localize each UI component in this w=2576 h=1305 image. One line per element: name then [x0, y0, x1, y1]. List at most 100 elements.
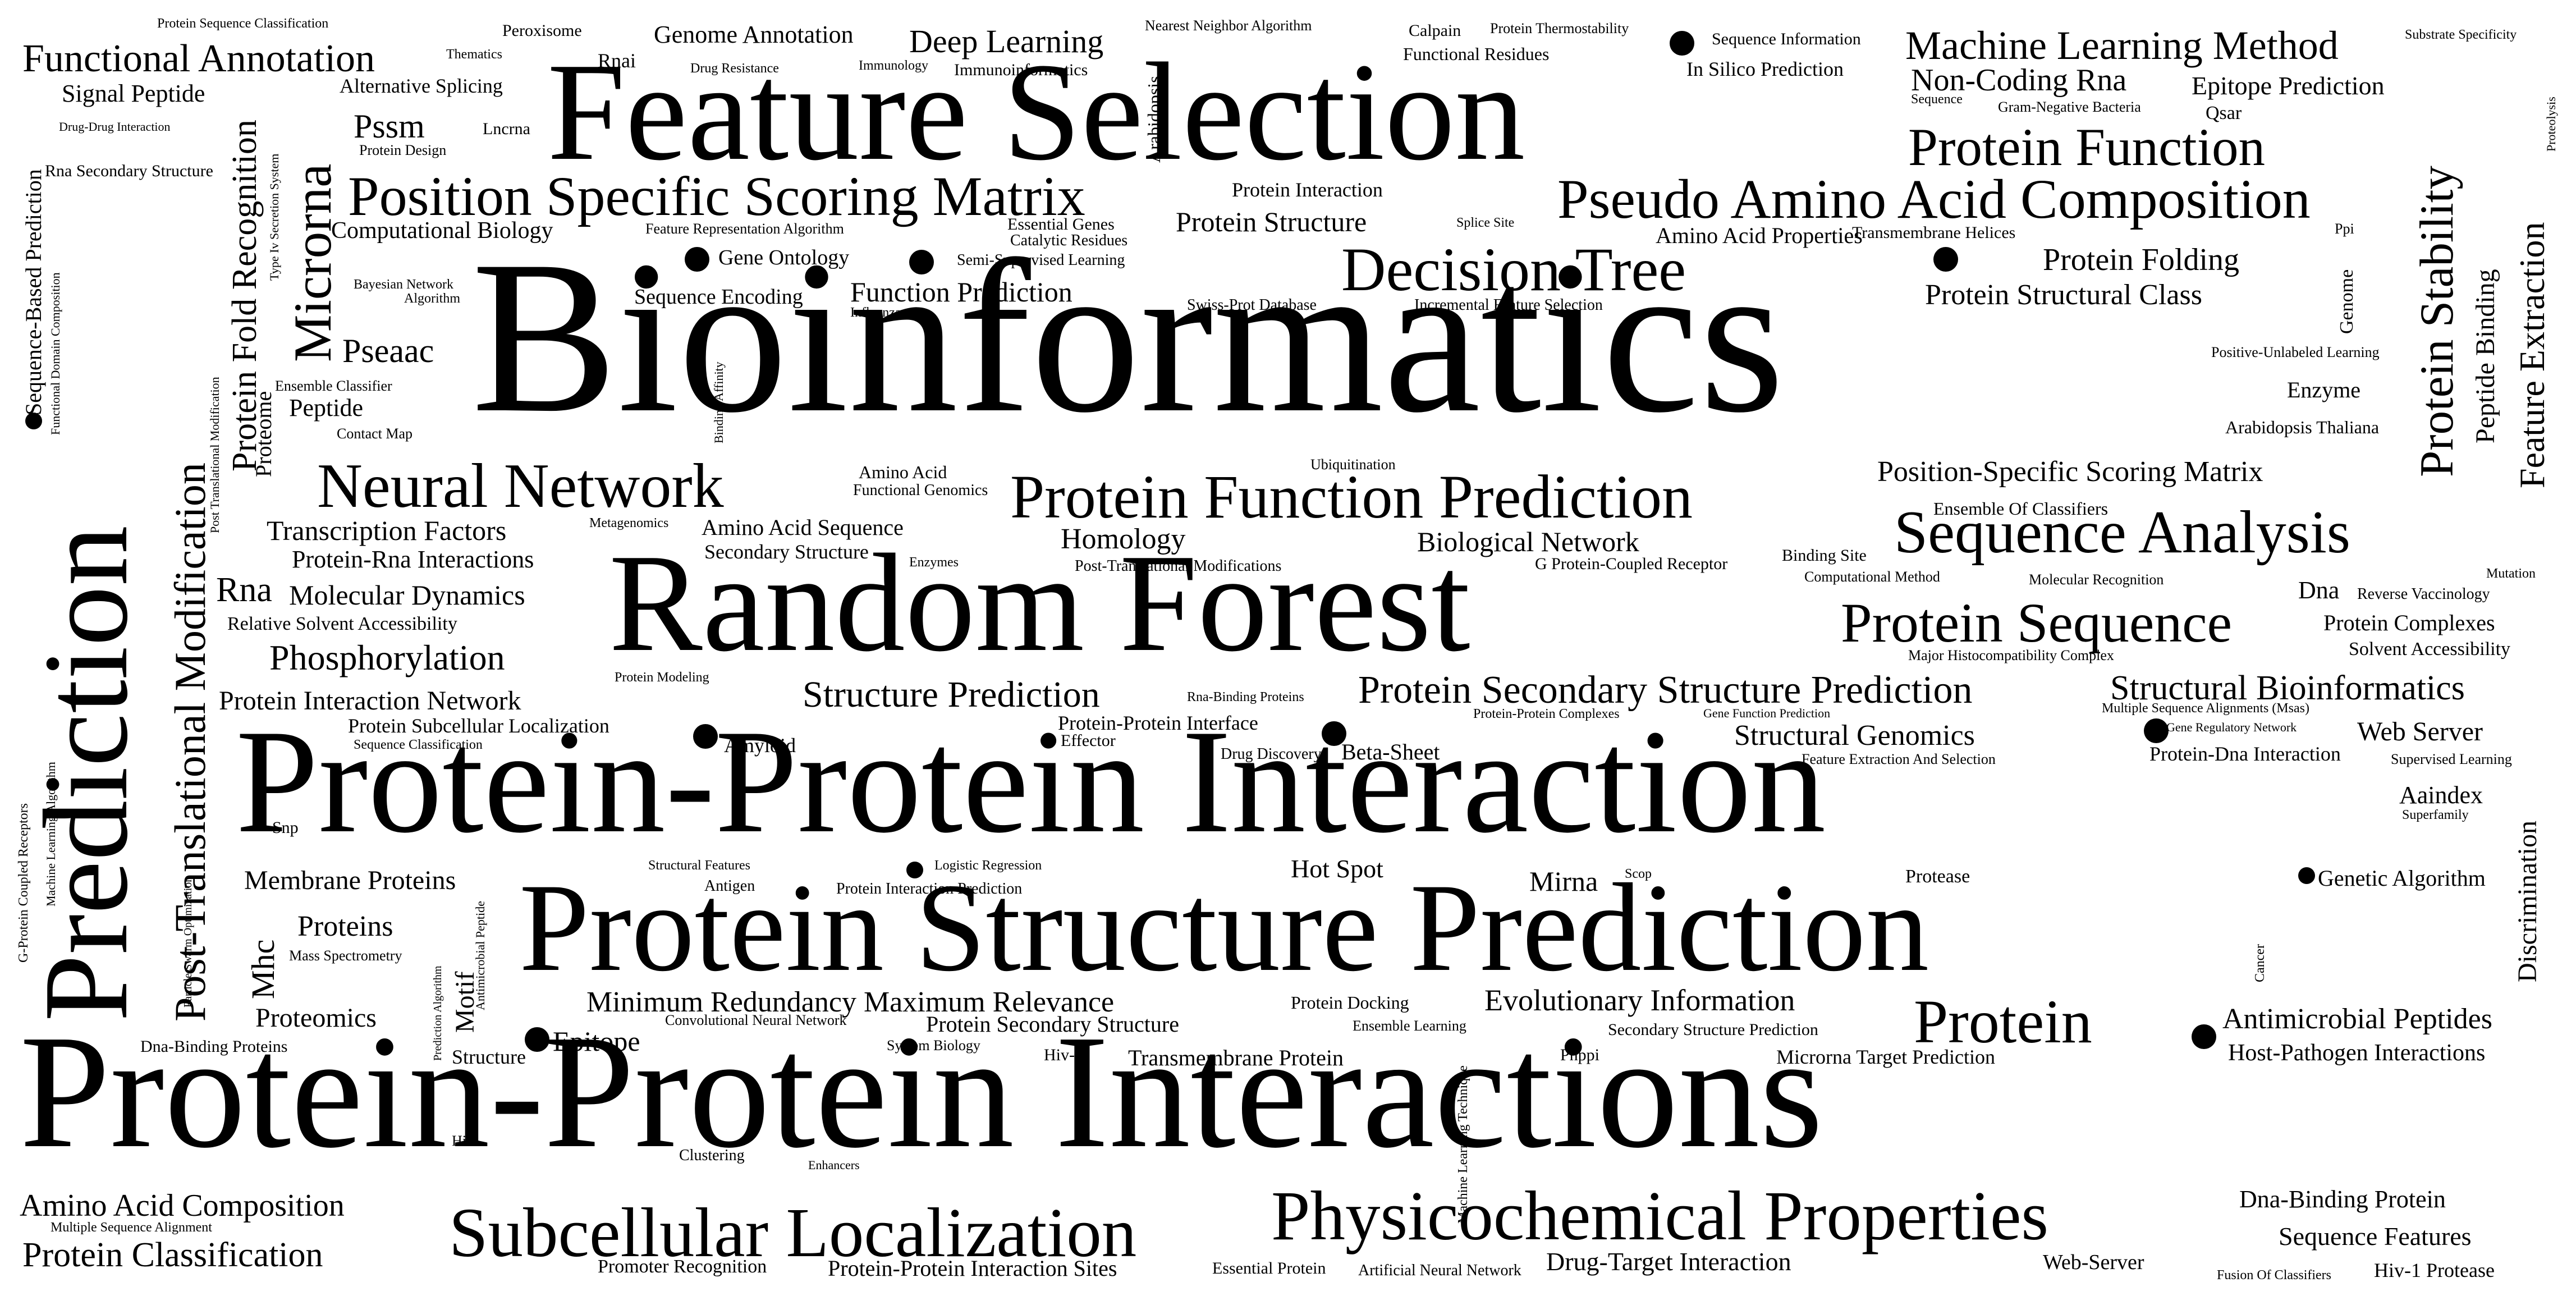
word-essential-genes: Essential Genes	[1007, 215, 1115, 233]
word-epitope-prediction: Epitope Prediction	[2192, 71, 2385, 100]
bullet-dot	[909, 250, 934, 274]
word-physicochemical-properties: Physicochemical Properties	[1271, 1178, 2049, 1255]
word-beta-sheet: Beta-Sheet	[1341, 739, 1440, 764]
word-machine-learning-algorithm: Machine Learning Algorithm	[44, 762, 58, 906]
word-functional-annotation: Functional Annotation	[22, 37, 375, 80]
word-hiv-1-protease: Hiv-1 Protease	[2374, 1259, 2495, 1281]
word-effector: Effector	[1061, 731, 1116, 750]
word-sequence: Sequence	[1911, 92, 1963, 107]
word-discrimination: Discrimination	[2513, 821, 2542, 982]
word-protein-protein-interaction-sites: Protein-Protein Interaction Sites	[828, 1256, 1117, 1281]
word-clustering: Clustering	[679, 1147, 745, 1164]
word-drug-discovery: Drug Discovery	[1221, 745, 1322, 763]
word-essential-protein: Essential Protein	[1212, 1259, 1326, 1277]
word-membrane-proteins: Membrane Proteins	[244, 866, 456, 895]
word-biological-network: Biological Network	[1417, 526, 1639, 557]
word-dna-binding-protein: Dna-Binding Protein	[2239, 1185, 2446, 1213]
word-prediction-algorithm: Prediction Algorithm	[432, 965, 444, 1061]
word-nearest-neighbor-algorithm: Nearest Neighbor Algorithm	[1145, 17, 1312, 34]
word-snp: Snp	[272, 818, 299, 837]
word-antimicrobial-peptides: Antimicrobial Peptides	[2222, 1003, 2492, 1035]
word-binding-affinity: Binding Affinity	[712, 361, 726, 443]
word-subcellular-localization: Subcellular Localization	[449, 1194, 1137, 1272]
word-protein-protein-interaction: Protein-Protein Interaction	[236, 699, 1826, 864]
word-solvent-accessibility: Solvent Accessibility	[2349, 639, 2511, 660]
word-multiple-sequence-alignments: Multiple Sequence Alignments (Msas)	[2102, 701, 2309, 716]
word-transmembrane-protein: Transmembrane Protein	[1128, 1045, 1344, 1070]
word-splice-site: Splice Site	[1456, 216, 1515, 230]
word-multiple-sequence-alignment: Multiple Sequence Alignment	[51, 1220, 212, 1235]
word-protein-folding: Protein Folding	[2043, 242, 2240, 277]
word-host-pathogen-interactions: Host-Pathogen Interactions	[2228, 1040, 2486, 1066]
word-functional-domain-composition: Functional Domain Composition	[48, 272, 62, 435]
bullet-dot	[2192, 1024, 2216, 1049]
word-function-prediction: Function Prediction	[850, 276, 1072, 308]
word-protein-structural-class: Protein Structural Class	[1925, 279, 2202, 311]
word-sequence-based-prediction: Sequence-Based Prediction	[21, 169, 46, 415]
word-enzymes: Enzymes	[909, 555, 959, 570]
word-hot-spot: Hot Spot	[1291, 854, 1383, 883]
word-dna: Dna	[2298, 576, 2340, 604]
word-mass-spectrometry: Mass Spectrometry	[289, 947, 402, 964]
word-protein: Protein	[1914, 987, 2092, 1056]
word-amino-acid-composition: Amino Acid Composition	[20, 1188, 345, 1223]
word-ensemble-learning: Ensemble Learning	[1353, 1018, 1466, 1034]
word-protein-sequence-classification: Protein Sequence Classification	[157, 16, 329, 31]
word-peptide-binding: Peptide Binding	[2470, 269, 2500, 443]
word-g-protein-coupled-receptors: G-Protein Coupled Receptors	[16, 803, 31, 963]
word-swiss-prot-database: Swiss-Prot Database	[1187, 296, 1317, 314]
word-position-specific-scoring-matrix-2: Position-Specific Scoring Matrix	[1877, 456, 2263, 488]
word-drug-resistance: Drug Resistance	[690, 61, 779, 76]
word-computational-biology: Computational Biology	[331, 218, 553, 244]
word-sequence-classification: Sequence Classification	[354, 738, 483, 752]
word-hiv: Hiv	[452, 1133, 474, 1149]
word-sequence-features: Sequence Features	[2279, 1222, 2472, 1251]
word-influenza: Influenza	[850, 305, 901, 320]
word-incremental-feature-selection: Incremental Feature Selection	[1414, 296, 1603, 314]
word-rna-secondary-structure: Rna Secondary Structure	[45, 162, 213, 180]
word-phosphorylation: Phosphorylation	[269, 638, 505, 677]
word-pssm: Pssm	[354, 108, 425, 145]
bullet-dot	[1933, 247, 1958, 272]
word-thematics: Thematics	[446, 47, 502, 62]
word-ubiquitination: Ubiquitination	[1310, 456, 1396, 473]
word-ppi: Ppi	[2335, 221, 2354, 237]
word-protein-structure: Protein Structure	[1176, 206, 1367, 237]
word-phppi: Phppi	[1560, 1046, 1600, 1064]
word-gene-function-prediction: Gene Function Prediction	[1703, 706, 1831, 720]
word-protein-stability: Protein Stability	[2410, 166, 2463, 477]
bullet-dot	[906, 862, 923, 878]
word-sequence-analysis: Sequence Analysis	[1894, 499, 2350, 566]
word-protein-function-prediction: Protein Function Prediction	[1010, 463, 1693, 531]
word-epitope: Epitope	[553, 1025, 640, 1057]
word-protein-thermostability: Protein Thermostability	[1490, 20, 1629, 36]
word-gene-regulatory-network: Gene Regulatory Network	[2166, 720, 2297, 734]
word-feature-representation-algorithm: Feature Representation Algorithm	[645, 221, 844, 237]
word-protein-interaction-network: Protein Interaction Network	[219, 686, 521, 716]
word-ensemble-classifier: Ensemble Classifier	[275, 378, 392, 394]
word-protein-protein-interface: Protein-Protein Interface	[1058, 712, 1258, 734]
word-particle-swarm-optimization: Particle Swarm Optimization	[182, 876, 194, 1008]
word-lncrna: Lncrna	[483, 120, 530, 138]
word-rna: Rna	[216, 571, 272, 609]
word-enhancers: Enhancers	[808, 1158, 860, 1172]
bullet-dot	[25, 413, 42, 429]
word-secondary-structure: Secondary Structure	[704, 541, 869, 563]
word-relative-solvent-accessibility: Relative Solvent Accessibility	[227, 613, 457, 634]
word-sequence-information: Sequence Information	[1712, 30, 1861, 48]
word-protein-classification: Protein Classification	[22, 1236, 323, 1274]
word-functional-residues: Functional Residues	[1403, 44, 1550, 64]
word-algorithm: Algorithm	[404, 291, 460, 306]
word-artificial-neural-network: Artificial Neural Network	[1358, 1262, 1521, 1279]
word-homology: Homology	[1061, 523, 1186, 555]
word-alternative-splicing: Alternative Splicing	[340, 75, 503, 97]
word-proteomics: Proteomics	[255, 1003, 377, 1033]
word-feature-extraction: Feature Extraction	[2512, 222, 2552, 488]
word-protein-sequence: Protein Sequence	[1841, 592, 2233, 654]
word-catalytic-residues: Catalytic Residues	[1010, 232, 1128, 249]
word-mhc: Mhc	[245, 939, 281, 999]
word-drug-drug-interaction: Drug-Drug Interaction	[59, 120, 171, 134]
word-major-histocompatibility-complex: Major Histocompatibility Complex	[1908, 647, 2114, 663]
word-pseaac: Pseaac	[342, 332, 434, 369]
